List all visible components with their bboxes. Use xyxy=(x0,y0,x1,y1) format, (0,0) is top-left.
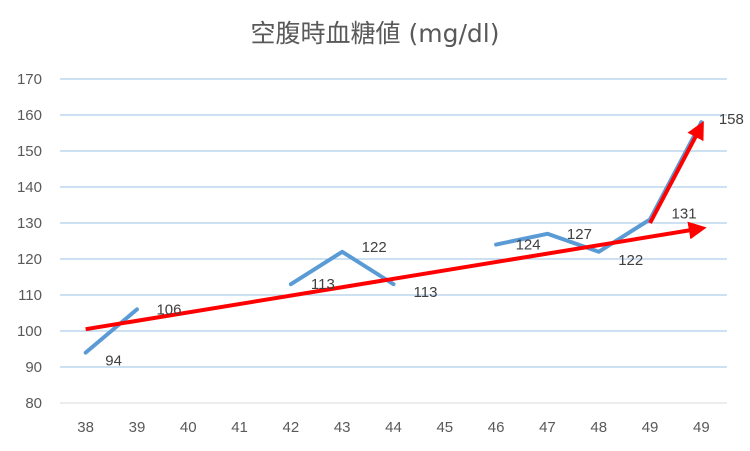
x-tick-label: 39 xyxy=(129,419,146,436)
data-label: 122 xyxy=(362,239,387,256)
y-tick-label: 80 xyxy=(25,395,42,412)
data-label: 122 xyxy=(618,252,643,269)
chart-title: 空腹時血糖値 (mg/dl) xyxy=(250,19,500,48)
x-tick-label: 41 xyxy=(231,419,248,436)
trend-arrow xyxy=(648,121,704,224)
data-label: 106 xyxy=(156,301,181,318)
x-tick-label: 49 xyxy=(642,419,659,436)
data-label: 158 xyxy=(719,111,744,128)
series-line xyxy=(288,249,396,287)
y-tick-label: 140 xyxy=(17,179,42,196)
data-label: 94 xyxy=(105,353,122,370)
y-tick-label: 120 xyxy=(17,251,42,268)
y-tick-label: 90 xyxy=(25,359,42,376)
x-tick-label: 49 xyxy=(693,419,710,436)
x-tick-label: 47 xyxy=(539,419,556,436)
x-tick-label: 43 xyxy=(334,419,351,436)
trend-arrow xyxy=(85,221,707,332)
x-tick-label: 46 xyxy=(488,419,505,436)
y-tick-label: 160 xyxy=(17,107,42,124)
y-tick-label: 130 xyxy=(17,215,42,232)
series-line xyxy=(83,307,139,355)
y-tick-label: 170 xyxy=(17,71,42,88)
data-label: 124 xyxy=(516,237,541,254)
x-tick-label: 40 xyxy=(180,419,197,436)
y-tick-label: 150 xyxy=(17,143,42,160)
x-tick-label: 38 xyxy=(77,419,94,436)
x-tick-label: 45 xyxy=(436,419,453,436)
x-tick-label: 42 xyxy=(283,419,300,436)
data-label: 113 xyxy=(311,276,335,293)
x-tick-label: 44 xyxy=(385,419,402,436)
data-label: 131 xyxy=(672,205,697,222)
x-tick-label: 48 xyxy=(590,419,607,436)
data-label: 127 xyxy=(567,226,592,243)
data-label: 113 xyxy=(414,284,438,301)
y-tick-label: 100 xyxy=(17,323,42,340)
y-tick-label: 110 xyxy=(18,287,42,304)
